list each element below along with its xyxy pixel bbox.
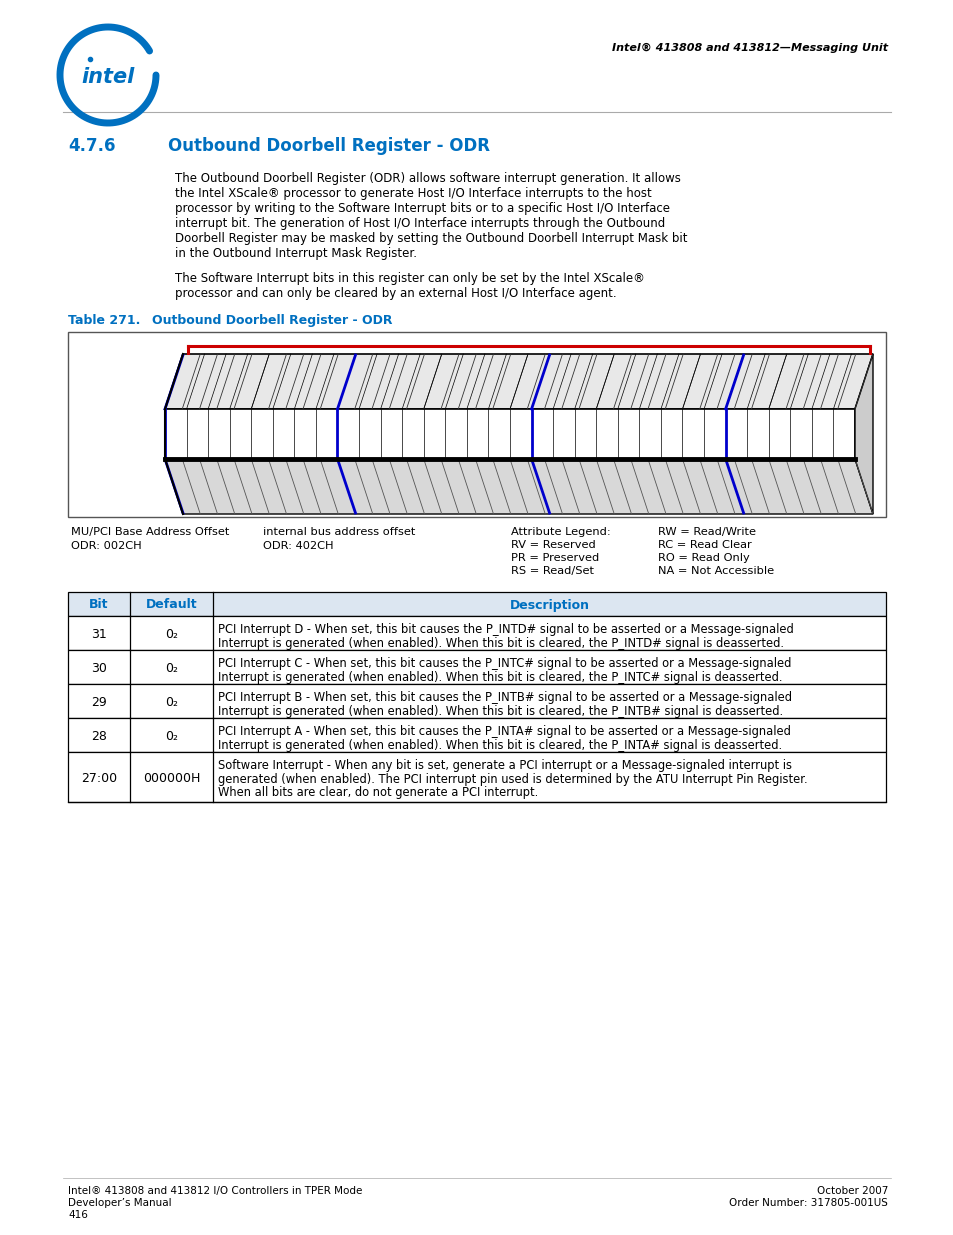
Text: Software Interrupt - When any bit is set, generate a PCI interrupt or a Message-: Software Interrupt - When any bit is set… [218,760,791,772]
Text: processor by writing to the Software Interrupt bits or to a specific Host I/O In: processor by writing to the Software Int… [174,203,669,215]
Text: in the Outbound Interrupt Mask Register.: in the Outbound Interrupt Mask Register. [174,247,416,261]
Polygon shape [854,354,872,514]
Text: ODR: 402CH: ODR: 402CH [263,541,334,551]
Text: Interrupt is generated (when enabled). When this bit is cleared, the P_INTD# sig: Interrupt is generated (when enabled). W… [218,636,783,650]
Text: 0₂: 0₂ [165,695,178,709]
Text: 27:00: 27:00 [81,772,117,784]
Text: ODR: 002CH: ODR: 002CH [71,541,142,551]
Bar [68,752,885,802]
Text: PCI Interrupt D - When set, this bit causes the P_INTD# signal to be asserted or: PCI Interrupt D - When set, this bit cau… [218,622,793,636]
Text: interrupt bit. The generation of Host I/O Interface interrupts through the Outbo: interrupt bit. The generation of Host I/… [174,217,664,230]
Text: PCI Interrupt C - When set, this bit causes the P_INTC# signal to be asserted or: PCI Interrupt C - When set, this bit cau… [218,657,791,671]
Text: the Intel XScale® processor to generate Host I/O Interface interrupts to the hos: the Intel XScale® processor to generate … [174,186,651,200]
Text: processor and can only be cleared by an external Host I/O Interface agent.: processor and can only be cleared by an … [174,287,616,300]
Bar [68,592,885,616]
Text: Intel® 413808 and 413812—Messaging Unit: Intel® 413808 and 413812—Messaging Unit [611,43,887,53]
Bar [68,718,885,752]
Text: intel: intel [81,67,134,86]
Text: Developer’s Manual: Developer’s Manual [68,1198,172,1208]
Text: Bit: Bit [90,599,109,611]
Text: 0₂: 0₂ [165,662,178,674]
Bar [68,616,885,650]
Text: October 2007: October 2007 [816,1186,887,1195]
Bar [68,650,885,684]
Text: RS = Read/Set: RS = Read/Set [511,566,594,576]
Text: RW = Read/Write: RW = Read/Write [658,527,755,537]
Text: 0₂: 0₂ [165,627,178,641]
Polygon shape [165,354,872,409]
Text: The Software Interrupt bits in this register can only be set by the Intel XScale: The Software Interrupt bits in this regi… [174,272,644,285]
Text: RC = Read Clear: RC = Read Clear [658,540,751,550]
Bar [68,684,885,718]
Text: The Outbound Doorbell Register (ODR) allows software interrupt generation. It al: The Outbound Doorbell Register (ODR) all… [174,172,680,185]
Text: Description: Description [509,599,589,611]
Text: Doorbell Register may be masked by setting the Outbound Doorbell Interrupt Mask : Doorbell Register may be masked by setti… [174,232,687,245]
Text: 28: 28 [91,730,107,742]
Text: Interrupt is generated (when enabled). When this bit is cleared, the P_INTC# sig: Interrupt is generated (when enabled). W… [218,671,781,683]
Text: 30: 30 [91,662,107,674]
Text: 31: 31 [91,627,107,641]
Text: MU/PCI Base Address Offset: MU/PCI Base Address Offset [71,527,229,537]
Text: Interrupt is generated (when enabled). When this bit is cleared, the P_INTA# sig: Interrupt is generated (when enabled). W… [218,739,781,752]
Text: 000000H: 000000H [143,772,200,784]
Text: PR = Preserved: PR = Preserved [511,553,598,563]
Text: Attribute Legend:: Attribute Legend: [511,527,610,537]
Text: RV = Reserved: RV = Reserved [511,540,595,550]
Text: PCI Interrupt B - When set, this bit causes the P_INTB# signal to be asserted or: PCI Interrupt B - When set, this bit cau… [218,692,791,704]
Text: PCI Interrupt A - When set, this bit causes the P_INTA# signal to be asserted or: PCI Interrupt A - When set, this bit cau… [218,725,790,739]
Text: Interrupt is generated (when enabled). When this bit is cleared, the P_INTB# sig: Interrupt is generated (when enabled). W… [218,704,782,718]
Text: Default: Default [146,599,197,611]
Text: Outbound Doorbell Register - ODR: Outbound Doorbell Register - ODR [168,137,490,156]
Text: 4.7.6: 4.7.6 [68,137,115,156]
Text: Table 271.: Table 271. [68,314,140,327]
Text: internal bus address offset: internal bus address offset [263,527,415,537]
Text: generated (when enabled). The PCI interrupt pin used is determined by the ATU In: generated (when enabled). The PCI interr… [218,773,807,785]
Text: Intel® 413808 and 413812 I/O Controllers in TPER Mode: Intel® 413808 and 413812 I/O Controllers… [68,1186,362,1195]
Text: 0₂: 0₂ [165,730,178,742]
Text: NA = Not Accessible: NA = Not Accessible [658,566,773,576]
Text: RO = Read Only: RO = Read Only [658,553,749,563]
Text: When all bits are clear, do not generate a PCI interrupt.: When all bits are clear, do not generate… [218,785,537,799]
Text: 416: 416 [68,1210,88,1220]
Text: Order Number: 317805-001US: Order Number: 317805-001US [728,1198,887,1208]
Bar [165,409,854,459]
Polygon shape [165,459,872,514]
Bar [68,332,885,517]
Text: 29: 29 [91,695,107,709]
Text: Outbound Doorbell Register - ODR: Outbound Doorbell Register - ODR [152,314,392,327]
